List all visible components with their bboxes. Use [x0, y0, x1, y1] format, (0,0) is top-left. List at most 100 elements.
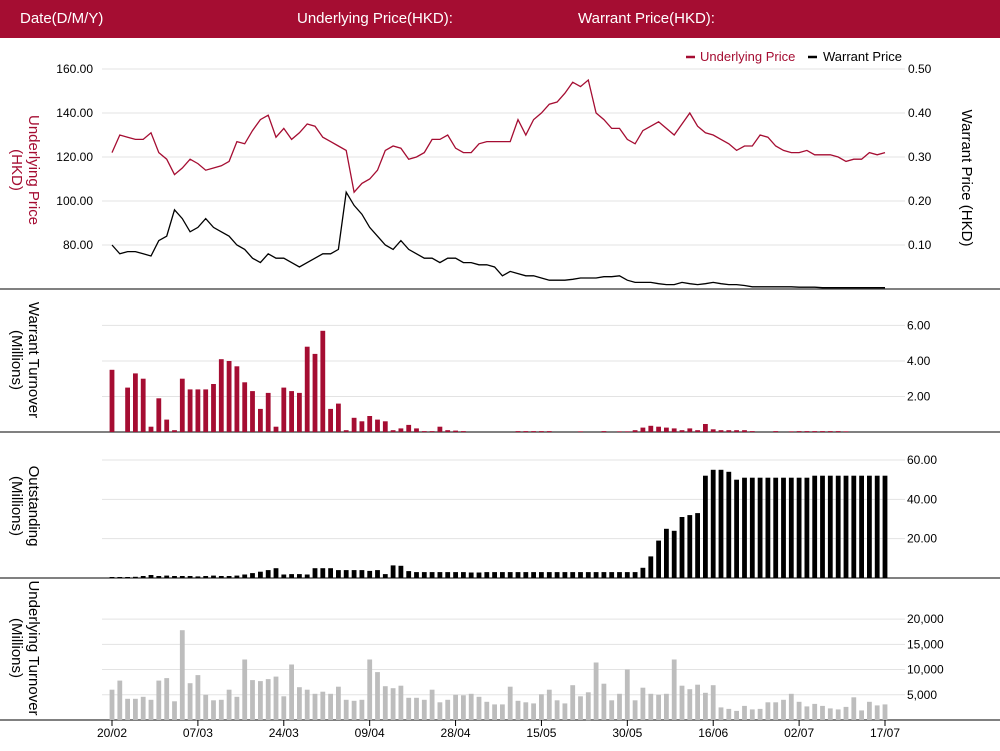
- warrant-price-label: Warrant Price(HKD):: [578, 10, 715, 27]
- bar: [195, 576, 201, 578]
- bar: [429, 572, 435, 578]
- bar: [757, 708, 763, 720]
- bar: [156, 398, 162, 432]
- bar: [453, 694, 458, 720]
- bar: [812, 475, 818, 578]
- bar: [859, 475, 864, 578]
- bar: [664, 693, 669, 720]
- panel-tick-label: 2.00: [907, 389, 931, 403]
- bar: [679, 685, 685, 720]
- bar: [312, 353, 318, 432]
- bar: [289, 664, 294, 720]
- price-grid: [102, 68, 905, 246]
- bar: [351, 700, 357, 720]
- bar: [554, 572, 560, 578]
- x-tick-label: 16/06: [698, 726, 728, 740]
- bar: [406, 424, 412, 432]
- bar: [765, 477, 771, 578]
- underlying-tick-label: 100.00: [56, 194, 93, 208]
- bar: [156, 680, 162, 720]
- panel-tick-label: 20.00: [907, 532, 937, 546]
- bar: [484, 572, 490, 578]
- bar: [218, 359, 224, 432]
- bar: [117, 577, 123, 578]
- bar: [140, 696, 146, 720]
- bar: [671, 530, 677, 578]
- underlying-tick-label: 80.00: [63, 238, 93, 252]
- bar: [203, 389, 209, 432]
- bar: [734, 479, 739, 578]
- bar: [585, 572, 591, 578]
- x-tick-label: 24/03: [269, 726, 299, 740]
- bar: [617, 572, 622, 578]
- bar: [258, 408, 263, 432]
- bar: [265, 679, 271, 720]
- bar: [578, 431, 583, 432]
- x-axis-ticks: 20/02 07/03 24/03 09/04 28/04 15/05 30/05 16/06…: [97, 720, 900, 740]
- bar: [289, 574, 294, 578]
- bar: [453, 572, 458, 578]
- bar: [125, 387, 130, 432]
- bar: [687, 428, 693, 432]
- bar: [250, 573, 255, 578]
- bar: [234, 696, 240, 720]
- bar: [796, 701, 802, 720]
- bar: [703, 692, 708, 720]
- bar: [297, 392, 302, 432]
- bar: [640, 687, 646, 720]
- bar: [687, 689, 693, 720]
- bar: [648, 425, 654, 432]
- bar: [258, 681, 263, 720]
- bar: [429, 431, 435, 432]
- bar: [242, 382, 248, 432]
- bar: [601, 572, 607, 578]
- legend: Underlying Price Warrant Price: [686, 49, 902, 64]
- bar: [445, 572, 451, 578]
- bar: [312, 568, 318, 578]
- bar: [601, 683, 607, 720]
- bar: [632, 430, 638, 432]
- bar: [148, 699, 154, 720]
- bar: [328, 693, 333, 720]
- bar: [336, 570, 341, 578]
- bar: [515, 431, 521, 432]
- bar: [500, 704, 505, 720]
- bar: [656, 540, 661, 578]
- legend-warrant-text: Warrant Price: [823, 49, 902, 64]
- bar: [461, 431, 466, 432]
- bar: [781, 699, 786, 720]
- bar: [468, 693, 474, 720]
- bar: [242, 574, 248, 578]
- bar: [390, 430, 396, 432]
- bar: [820, 431, 825, 432]
- bar: [851, 697, 857, 720]
- bar: [367, 570, 373, 578]
- bar: [140, 576, 146, 578]
- bar: [765, 702, 771, 720]
- bar: [507, 572, 513, 578]
- bar: [273, 426, 279, 432]
- panel-tick-label: 10,000: [907, 663, 944, 677]
- bar: [820, 705, 825, 720]
- underlying-axis-ticks: 80.00 100.00 120.00 140.00 160.00: [56, 62, 93, 252]
- bar: [788, 693, 794, 720]
- bar: [476, 696, 482, 720]
- bar: [492, 572, 497, 578]
- bar: [804, 706, 810, 720]
- bar: [390, 688, 396, 720]
- bar: [867, 475, 872, 578]
- bar: [679, 517, 685, 578]
- bar: [406, 571, 412, 578]
- bar: [258, 571, 263, 578]
- bar: [624, 572, 630, 578]
- bar: [757, 477, 763, 578]
- bar: [820, 475, 825, 578]
- bar: [882, 475, 888, 578]
- bar: [796, 431, 802, 432]
- bar: [336, 403, 341, 432]
- bar: [445, 699, 451, 720]
- bar: [343, 699, 349, 720]
- bar: [749, 431, 755, 432]
- bar: [617, 693, 622, 720]
